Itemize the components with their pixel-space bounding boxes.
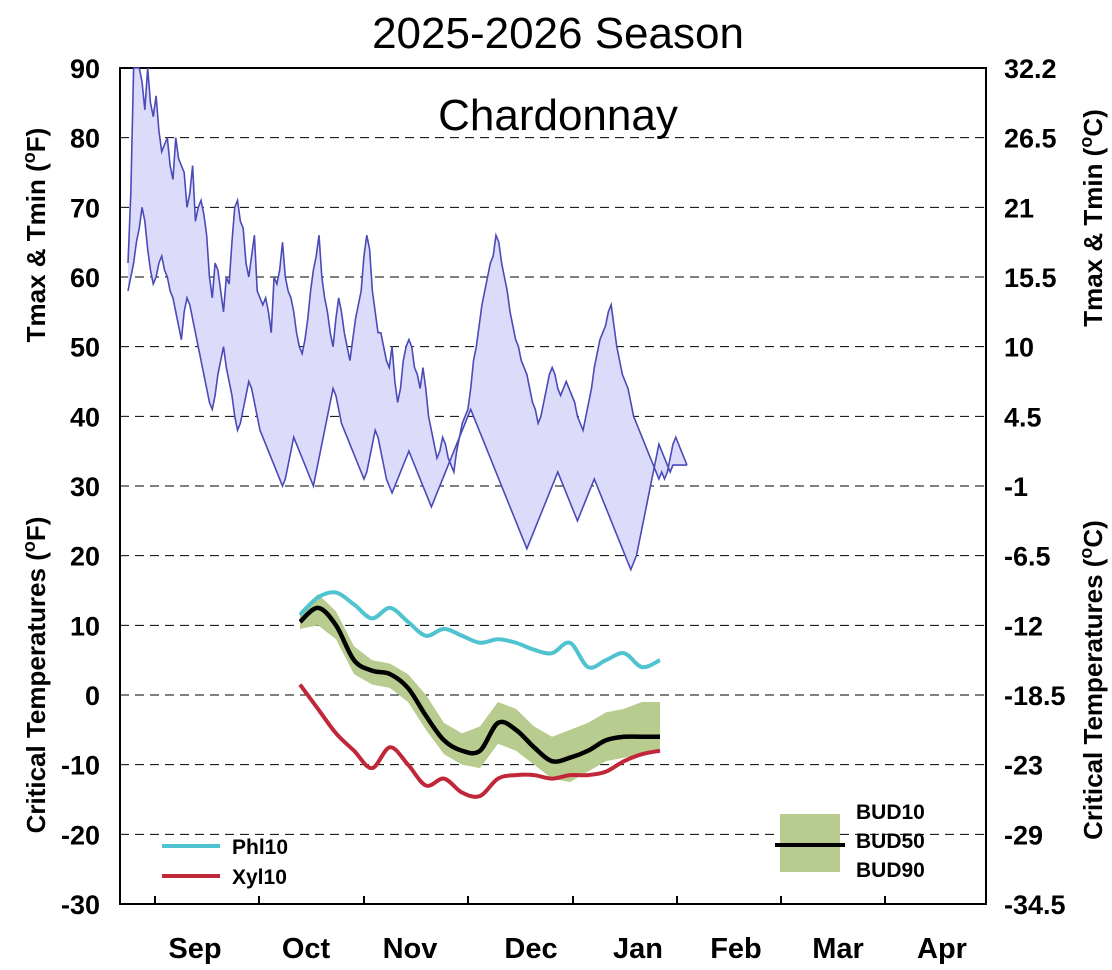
bud-band bbox=[300, 593, 660, 783]
left-tick-label: 30 bbox=[70, 472, 100, 502]
xyl10-line bbox=[298, 683, 661, 799]
tmax-line bbox=[127, 67, 688, 482]
legend-xyl10-label: Xyl10 bbox=[232, 866, 287, 889]
left-tick-labels: 90 80 70 60 50 40 30 20 10 0 -10 -20 -30 bbox=[61, 54, 100, 920]
month-label: Feb bbox=[710, 933, 762, 965]
right-tick-label: 15.5 bbox=[1004, 263, 1057, 293]
legend-right: BUD10 BUD50 BUD90 bbox=[775, 801, 925, 882]
right-tick-label: -34.5 bbox=[1004, 890, 1066, 920]
tmax-tmin-band bbox=[127, 67, 688, 572]
right-tick-label: -6.5 bbox=[1004, 542, 1051, 572]
month-label: Sep bbox=[168, 933, 221, 965]
right-tick-label: 10 bbox=[1004, 333, 1034, 363]
legend-bud90-label: BUD90 bbox=[856, 859, 925, 882]
left-top-axis-label: Tmax & Tmin (oF) bbox=[19, 128, 51, 343]
right-tick-label: -29 bbox=[1004, 820, 1043, 850]
tmax-tmin-fill bbox=[128, 68, 687, 570]
left-tick-label: 70 bbox=[70, 193, 100, 223]
chart-title: 2025-2026 Season bbox=[372, 9, 744, 58]
left-tick-label: 10 bbox=[70, 611, 100, 641]
month-label: Jan bbox=[613, 933, 663, 965]
right-tick-label: -1 bbox=[1004, 472, 1028, 502]
left-tick-label: -20 bbox=[61, 820, 100, 850]
left-tick-label: 50 bbox=[70, 333, 100, 363]
month-labels: Sep Oct Nov Dec Jan Feb Mar Apr bbox=[168, 933, 967, 965]
right-tick-label: 4.5 bbox=[1004, 402, 1042, 432]
right-tick-labels: 32.2 26.5 21 15.5 10 4.5 -1 -6.5 -12 -18.5 -23 -29 -… bbox=[1004, 54, 1066, 920]
right-bottom-axis-label: Critical Temperatures (oC) bbox=[1076, 520, 1108, 840]
right-tick-label: -18.5 bbox=[1004, 681, 1066, 711]
left-tick-label: 0 bbox=[85, 681, 100, 711]
month-label: Dec bbox=[504, 933, 557, 965]
grid-lines bbox=[120, 137, 986, 835]
left-tick-label: -30 bbox=[61, 890, 100, 920]
month-label: Mar bbox=[812, 933, 864, 965]
month-label: Oct bbox=[282, 933, 331, 965]
tmin-line bbox=[127, 207, 687, 572]
month-label: Apr bbox=[917, 933, 967, 965]
legend-bud50-label: BUD50 bbox=[856, 830, 925, 853]
right-tick-label: -12 bbox=[1004, 611, 1043, 641]
left-tick-label: 90 bbox=[70, 54, 100, 84]
bud50-line bbox=[298, 605, 660, 764]
right-tick-label: -23 bbox=[1004, 751, 1043, 781]
phl10-line bbox=[298, 590, 661, 670]
right-tick-label: 21 bbox=[1004, 193, 1034, 223]
legend-phl10-label: Phl10 bbox=[232, 836, 288, 859]
x-tick-marks bbox=[154, 896, 886, 904]
right-top-axis-label: Tmax & Tmin (oC) bbox=[1076, 109, 1108, 327]
left-tick-label: 40 bbox=[70, 402, 100, 432]
legend-bud10-label: BUD10 bbox=[856, 801, 925, 824]
left-tick-label: -10 bbox=[61, 751, 100, 781]
left-tick-label: 80 bbox=[70, 124, 100, 154]
critical-series bbox=[298, 590, 661, 799]
legend-left: Phl10 Xyl10 bbox=[162, 836, 288, 889]
left-bottom-axis-label: Critical Temperatures (oF) bbox=[19, 517, 51, 834]
left-tick-label: 20 bbox=[70, 542, 100, 572]
right-tick-label: 32.2 bbox=[1004, 54, 1057, 84]
left-tick-label: 60 bbox=[70, 263, 100, 293]
chart-subtitle: Chardonnay bbox=[438, 91, 678, 140]
month-label: Nov bbox=[383, 933, 438, 965]
right-tick-label: 26.5 bbox=[1004, 124, 1057, 154]
